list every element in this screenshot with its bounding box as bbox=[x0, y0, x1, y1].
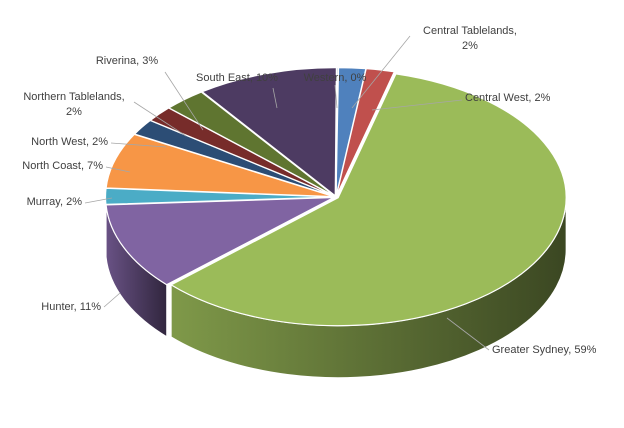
data-label-murray: Murray, 2% bbox=[27, 196, 83, 208]
data-label-central-tablelands: Central Tablelands, 2% bbox=[423, 25, 517, 52]
leader-line-north-west bbox=[110, 142, 167, 148]
leader-line-central-west bbox=[371, 99, 463, 111]
data-label-north-coast: North Coast, 7% bbox=[22, 160, 103, 172]
leader-line-south-east bbox=[272, 87, 278, 109]
leader-line-central-tablelands bbox=[351, 35, 411, 109]
data-label-hunter: Hunter, 11% bbox=[41, 301, 101, 313]
pie-slice-greater-sydney bbox=[170, 73, 567, 327]
data-label-northern-tablelands: Northern Tablelands, 2% bbox=[23, 91, 124, 118]
data-label-western: Western, 0% bbox=[304, 72, 367, 84]
data-label-central-west: Central West, 2% bbox=[465, 92, 551, 104]
pie-slice-south-east bbox=[201, 67, 337, 197]
leader-line-greater-sydney bbox=[446, 317, 490, 351]
leader-line-hunter bbox=[103, 292, 121, 308]
pie-slice-central-west bbox=[335, 68, 395, 197]
data-label-riverina: Riverina, 3% bbox=[96, 55, 159, 67]
leader-line-north-coast bbox=[105, 166, 131, 173]
leader-line-riverina bbox=[164, 71, 204, 131]
data-label-south-east: South East, 10% bbox=[196, 72, 278, 84]
data-label-north-west: North West, 2% bbox=[31, 136, 108, 148]
pie-slice-riverina bbox=[168, 91, 335, 197]
leader-line-western bbox=[334, 84, 338, 109]
data-label-greater-sydney: Greater Sydney, 59% bbox=[492, 344, 597, 356]
pie-slice-western bbox=[335, 66, 340, 197]
pie-slice-hunter bbox=[105, 196, 335, 286]
leader-line-murray bbox=[84, 197, 113, 204]
leader-line-northern-tablelands bbox=[133, 101, 187, 137]
